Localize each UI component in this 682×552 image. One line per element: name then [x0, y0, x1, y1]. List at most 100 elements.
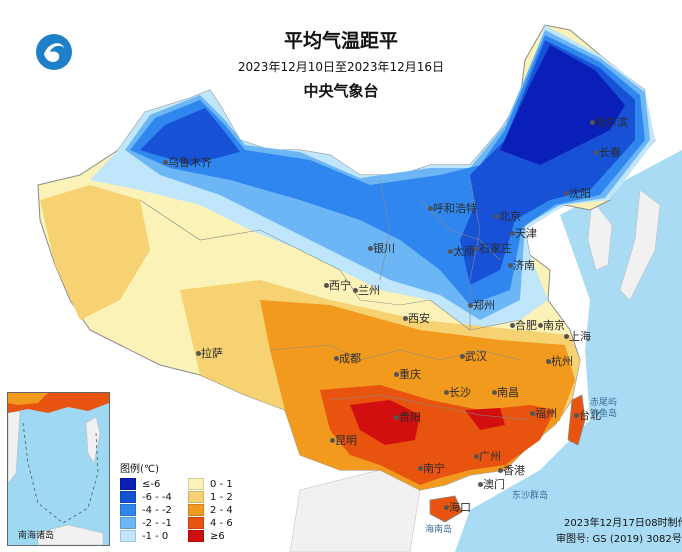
- inset-label: 南海诸岛: [18, 531, 55, 541]
- legend-item: 2 - 4: [188, 504, 233, 516]
- approval-number: 审图号: GS (2019) 3082号: [556, 534, 682, 545]
- legend-item: -1 - 0: [120, 530, 168, 542]
- city-label: 兰州: [358, 284, 380, 297]
- legend-label: -4 - -2: [142, 504, 172, 516]
- city-label: 海口: [449, 501, 471, 514]
- korea-japan-land: [587, 189, 661, 301]
- city-label: 济南: [513, 259, 535, 272]
- city-marker: [163, 160, 168, 165]
- city-marker: [498, 468, 503, 473]
- south-china-sea-inset: 南海诸岛: [7, 392, 110, 546]
- city-marker: [546, 359, 551, 364]
- city-label: 贵阳: [399, 411, 421, 424]
- city-label: 天津: [515, 227, 537, 240]
- sea-label: 海南岛: [425, 525, 453, 535]
- city-marker: [510, 323, 515, 328]
- made-time: 2023年12月17日08时制作: [564, 518, 682, 529]
- city-label: 南京: [543, 319, 565, 332]
- city-marker: [394, 372, 399, 377]
- city-label: 杭州: [551, 355, 573, 368]
- city-label: 太原: [453, 245, 475, 258]
- legend-swatch: [120, 530, 136, 542]
- city-marker: [510, 231, 515, 236]
- issuer-name: 中央气象台: [303, 82, 379, 100]
- zone-le-minus6: [500, 45, 625, 165]
- sea-label: 东沙群岛: [512, 491, 549, 501]
- city-label: 昆明: [335, 434, 357, 447]
- legend-swatch: [188, 491, 204, 503]
- city-label: 上海: [569, 330, 591, 343]
- city-marker: [594, 150, 599, 155]
- date-range: 2023年12月10日至2023年12月16日: [237, 60, 445, 74]
- ocean-area: [455, 150, 682, 552]
- city-label: 拉萨: [201, 347, 223, 360]
- legend-item: 4 - 6: [188, 517, 233, 529]
- city-marker: [330, 438, 335, 443]
- city-marker: [564, 191, 569, 196]
- city-marker: [353, 288, 358, 293]
- city-marker: [530, 411, 535, 416]
- city-marker: [444, 390, 449, 395]
- legend-item: ≤-6: [120, 478, 160, 490]
- legend-label: -1 - 0: [142, 530, 169, 542]
- city-label: 武汉: [465, 350, 487, 363]
- city-label: 呼和浩特: [433, 202, 477, 215]
- city-label: 重庆: [399, 368, 421, 381]
- city-marker: [324, 283, 329, 288]
- legend-label: -6 - -4: [142, 491, 172, 503]
- city-label: 西安: [408, 312, 430, 325]
- city-marker: [334, 356, 339, 361]
- taiwan-island: [567, 394, 586, 446]
- legend-label: 0 - 1: [210, 478, 233, 490]
- city-label: 长沙: [449, 386, 471, 399]
- city-marker: [394, 415, 399, 420]
- legend-label: ≥6: [210, 530, 225, 542]
- city-label: 西宁: [329, 279, 351, 292]
- legend-swatch: [120, 504, 136, 516]
- city-marker: [590, 120, 595, 125]
- city-marker: [492, 390, 497, 395]
- city-label: 沈阳: [569, 187, 591, 200]
- legend-label: 2 - 4: [210, 504, 233, 516]
- city-marker: [574, 413, 579, 418]
- legend-label: 4 - 6: [210, 517, 233, 529]
- city-marker: [368, 246, 373, 251]
- city-label: 长春: [599, 146, 621, 159]
- legend-swatch: [188, 478, 204, 490]
- city-marker: [508, 263, 513, 268]
- legend-swatch: [188, 530, 204, 542]
- city-marker: [418, 466, 423, 471]
- legend-item: -4 - -2: [120, 504, 172, 516]
- legend-title: 图例(℃): [120, 464, 160, 475]
- zone-ge6: [350, 400, 505, 445]
- legend: 图例(℃) ≤-6 -6 - -4 -4 - -2 -2 - -1 -1 - 0 0 - …: [116, 458, 256, 546]
- sea-label: 钓鱼岛: [590, 409, 618, 419]
- city-label: 成都: [339, 352, 361, 365]
- zone-minus4-minus2: [130, 35, 645, 305]
- city-marker: [444, 505, 449, 510]
- city-label: 南宁: [423, 462, 445, 475]
- city-label: 北京: [499, 210, 521, 223]
- city-label: 哈尔滨: [595, 116, 628, 129]
- city-label: 石家庄: [479, 242, 512, 255]
- city-marker: [478, 482, 483, 487]
- city-marker: [474, 246, 479, 251]
- city-marker: [494, 214, 499, 219]
- legend-item: 0 - 1: [188, 478, 233, 490]
- southeast-asia-land: [289, 469, 421, 552]
- city-marker: [468, 303, 473, 308]
- city-marker: [474, 454, 479, 459]
- cma-logo: [36, 34, 72, 70]
- city-marker: [564, 334, 569, 339]
- city-label: 台北: [579, 409, 601, 422]
- zone-minus6-minus4: [140, 40, 635, 285]
- city-marker: [196, 351, 201, 356]
- city-marker: [538, 323, 543, 328]
- legend-label: ≤-6: [142, 478, 161, 490]
- city-label: 广州: [479, 450, 501, 463]
- city-label: 郑州: [473, 299, 495, 312]
- city-marker: [403, 316, 408, 321]
- city-label: 福州: [535, 407, 557, 420]
- city-label: 银川: [373, 242, 395, 255]
